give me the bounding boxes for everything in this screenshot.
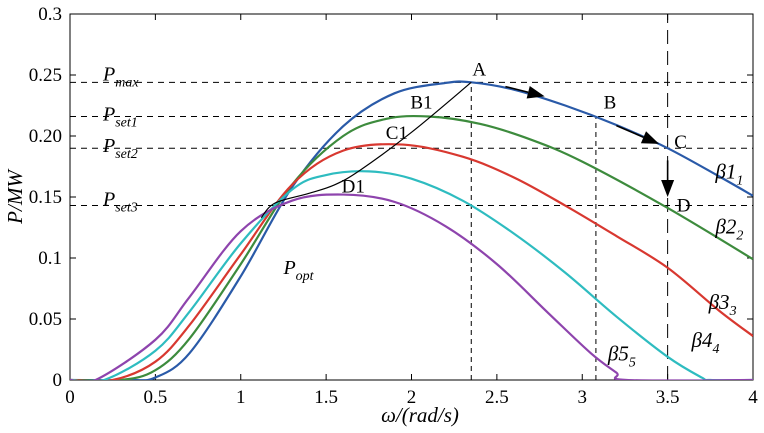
y-tick-label: 0.1 [38, 248, 62, 269]
series-line-beta3 [70, 143, 753, 380]
y-tick-label: 0.15 [29, 187, 62, 208]
x-tick-label: 0.5 [144, 387, 168, 408]
curve-label-beta1: β11 [714, 160, 743, 189]
setpoint-label-set3: Pset3 [102, 189, 138, 216]
arrow-head [640, 131, 660, 144]
y-tick-label: 0 [53, 370, 63, 391]
setpoint-label-set2: Pset2 [102, 135, 138, 162]
setpoint-label-set1: Pset1 [102, 103, 138, 130]
point-label-c: C [674, 132, 687, 153]
x-tick-label: 2 [407, 387, 417, 408]
y-tick-label: 0.05 [29, 309, 62, 330]
curve-label-beta3: β33 [708, 290, 737, 319]
arrow-head [526, 85, 545, 99]
plot-area [69, 13, 754, 381]
x-axis-label: ω/(rad/s) [381, 403, 459, 427]
point-label-d: D [677, 196, 691, 217]
series-line-beta2 [70, 114, 753, 380]
x-tick-label: 1 [236, 387, 246, 408]
point-label-a: A [472, 59, 486, 80]
x-tick-label: 3.5 [656, 387, 680, 408]
series-line-beta5 [70, 193, 753, 380]
optimal-power-curve [260, 81, 472, 219]
curve-label-popt: Popt [282, 257, 314, 284]
curve-label-beta5: β55 [607, 341, 636, 370]
x-tick-label: 3 [578, 387, 588, 408]
y-tick-label: 0.3 [38, 4, 62, 25]
arrow-head [661, 180, 675, 197]
curve-label-beta4: β44 [691, 328, 720, 357]
setpoint-label-max: Pmax [102, 63, 139, 90]
arrow-shaft [505, 85, 529, 94]
x-tick-label: 0 [65, 387, 75, 408]
x-tick-label: 1.5 [314, 387, 338, 408]
point-label-b: B [604, 92, 617, 113]
series-line-beta4 [70, 170, 753, 380]
point-label-c1: C1 [386, 123, 408, 144]
y-tick-label: 0.20 [29, 126, 62, 147]
y-axis-label: P/MW [3, 168, 27, 225]
point-label-b1: B1 [410, 92, 432, 113]
point-label-d1: D1 [342, 177, 365, 198]
x-tick-label: 4 [748, 387, 758, 408]
x-tick-label: 2.5 [485, 387, 509, 408]
arrow-shaft [616, 124, 644, 138]
curve-label-beta2: β22 [714, 215, 743, 244]
y-tick-label: 0.25 [29, 65, 62, 86]
